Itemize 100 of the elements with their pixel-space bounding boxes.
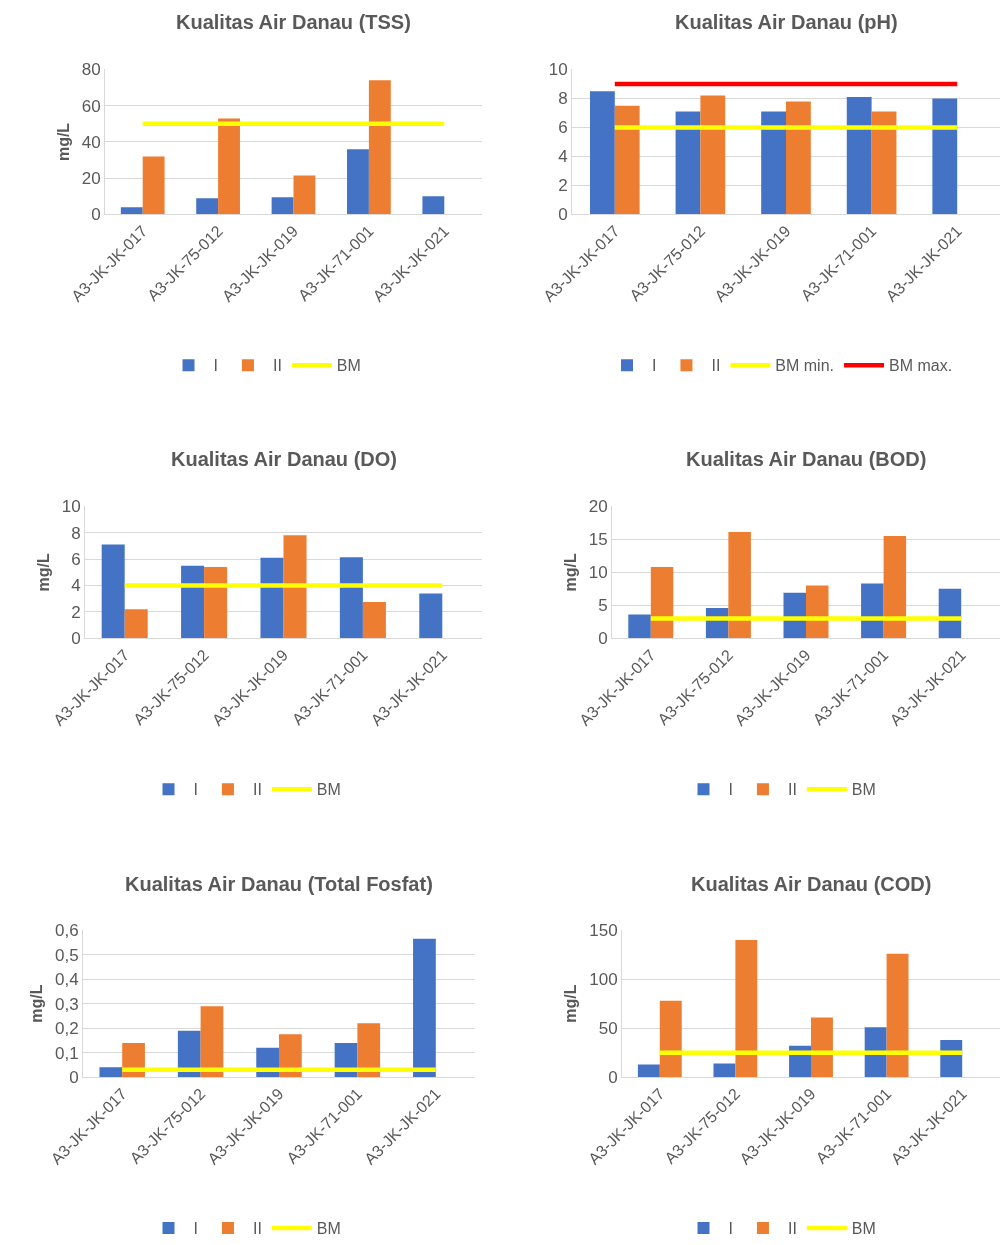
y-tick-label: 60	[81, 96, 101, 116]
bar	[204, 567, 228, 639]
legend-label: II	[787, 781, 797, 799]
y-tick-label: 0	[598, 629, 608, 649]
y-tick-label: 80	[81, 60, 101, 80]
bar	[177, 1030, 201, 1078]
bar	[614, 105, 640, 215]
y-tick-label: 4	[71, 576, 81, 596]
bar	[659, 1000, 682, 1078]
bar	[181, 565, 205, 639]
bar	[413, 938, 436, 1078]
bar	[200, 1006, 224, 1078]
y-axis-title: mg/L	[34, 553, 52, 592]
bar	[362, 602, 386, 639]
y-tick-label: 0,6	[54, 921, 79, 941]
y-axis-title: mg/L	[27, 984, 45, 1023]
bar	[713, 1063, 736, 1078]
bar	[761, 111, 786, 215]
y-tick-label: 20	[81, 169, 101, 189]
bar	[357, 1023, 381, 1078]
y-tick-label: 40	[81, 132, 101, 152]
bar	[846, 97, 872, 215]
bar	[861, 583, 884, 639]
bar	[260, 557, 284, 639]
y-tick-label: 6	[71, 550, 81, 570]
bar	[811, 1017, 833, 1078]
y-tick-label: 0,1	[54, 1043, 79, 1063]
y-axis-title: mg/L	[562, 984, 580, 1023]
y-tick-label: 0	[69, 1068, 79, 1088]
y-tick-label: 0,3	[54, 994, 79, 1014]
bar	[101, 544, 125, 639]
y-tick-label: 2	[71, 602, 81, 622]
bar	[735, 940, 758, 1078]
legend-label: BM	[851, 781, 876, 799]
y-tick-label: 5	[598, 596, 608, 616]
chart-title: Kualitas Air Danau (Total Fosfat)	[125, 873, 433, 895]
y-tick-label: 0,4	[54, 970, 79, 990]
legend-label: I	[213, 357, 218, 375]
legend-label: BM min.	[775, 357, 835, 375]
legend-label: I	[193, 1220, 198, 1238]
bar	[700, 95, 726, 215]
y-tick-label: 4	[558, 147, 568, 167]
bar	[142, 156, 165, 215]
legend-label: BM max.	[889, 357, 953, 375]
y-tick-label: 2	[558, 176, 568, 196]
bar	[368, 80, 391, 215]
y-tick-label: 10	[548, 60, 568, 80]
y-tick-label: 50	[598, 1019, 618, 1039]
chart-title: Kualitas Air Danau (DO)	[171, 448, 397, 470]
bar	[271, 197, 294, 215]
y-tick-label: 8	[71, 523, 81, 543]
bar	[886, 953, 909, 1078]
bar	[99, 1067, 123, 1078]
legend-label: II	[252, 1220, 262, 1238]
y-tick-label: 15	[588, 530, 608, 550]
legend-label: BM	[336, 357, 361, 375]
y-tick-label: 6	[558, 118, 568, 138]
y-tick-label: 20	[588, 497, 608, 517]
chart-title: Kualitas Air Danau (BOD)	[686, 448, 927, 470]
bar	[871, 111, 897, 215]
bar	[675, 111, 701, 215]
bar	[628, 614, 651, 639]
bar	[422, 196, 445, 215]
bar	[589, 91, 615, 215]
bar	[196, 198, 219, 215]
legend-label: I	[728, 1220, 733, 1238]
y-tick-label: 0,2	[54, 1019, 79, 1039]
y-axis-title: mg/L	[54, 122, 72, 162]
bar	[728, 532, 751, 639]
y-tick-label: 8	[558, 89, 568, 109]
legend-label: II	[272, 357, 282, 375]
chart-title: Kualitas Air Danau (COD)	[691, 873, 932, 895]
y-tick-label: 0	[608, 1068, 618, 1088]
legend-label: BM	[316, 1220, 341, 1238]
bar	[806, 585, 829, 639]
y-tick-label: 150	[589, 921, 618, 941]
y-tick-label: 10	[61, 497, 81, 517]
bar	[786, 101, 811, 215]
bar	[339, 557, 363, 639]
legend-label: II	[787, 1220, 797, 1238]
y-axis-title: mg/L	[561, 553, 579, 592]
y-tick-label: 0	[558, 205, 568, 225]
y-tick-label: 100	[589, 970, 618, 990]
chart-title: Kualitas Air Danau (pH)	[675, 11, 898, 33]
y-tick-label: 10	[588, 563, 608, 583]
y-tick-label: 0,5	[54, 945, 79, 965]
bar	[419, 593, 443, 639]
legend-label: II	[252, 781, 262, 799]
bar	[650, 567, 674, 639]
bar	[932, 98, 958, 215]
legend-label: I	[193, 781, 198, 799]
bar	[283, 535, 307, 639]
bar	[347, 149, 369, 215]
legend-label: II	[711, 357, 721, 375]
bar	[293, 175, 316, 215]
bar	[883, 536, 907, 639]
y-tick-label: 0	[91, 205, 101, 225]
legend-label: BM	[316, 781, 341, 799]
legend-label: I	[652, 357, 657, 375]
bar	[637, 1064, 660, 1078]
